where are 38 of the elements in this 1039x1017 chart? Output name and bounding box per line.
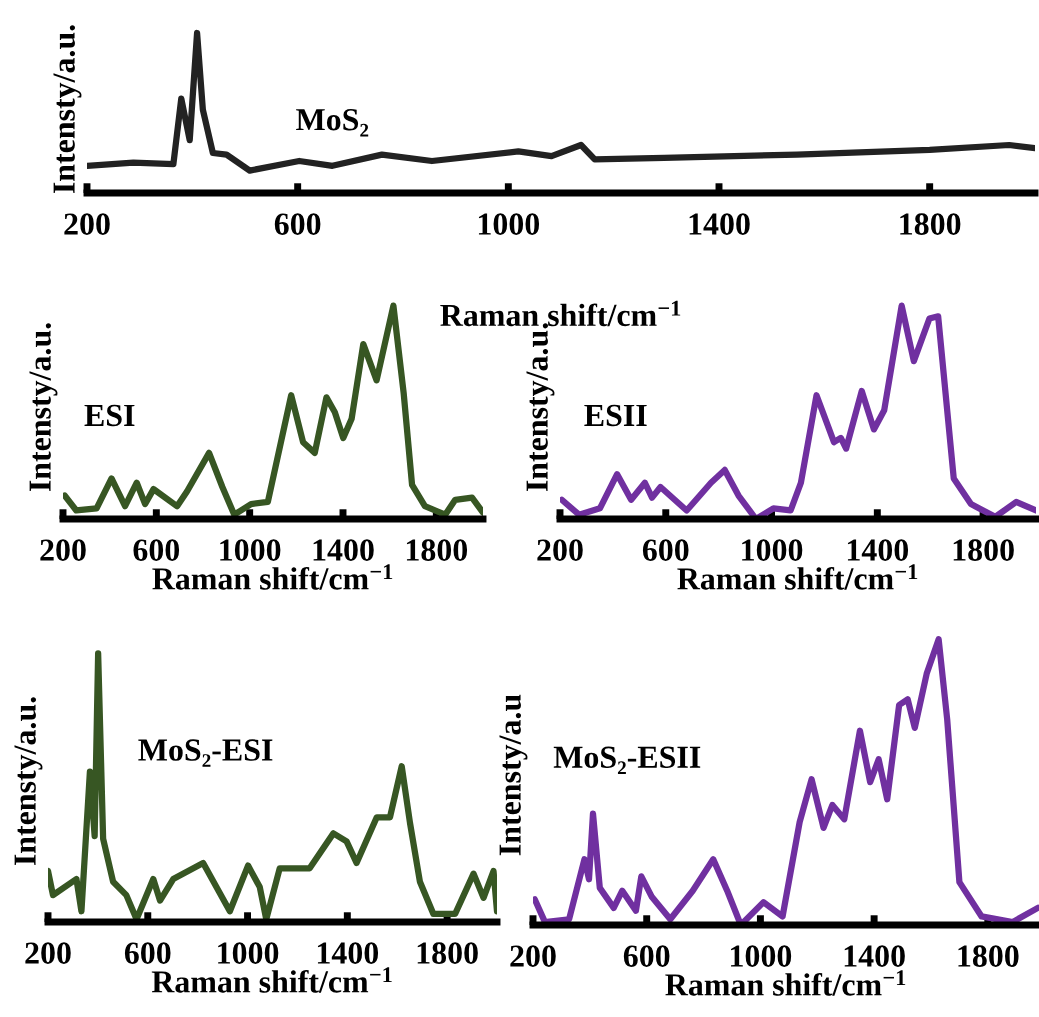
y-axis-title: Intensty/a.u (499, 694, 528, 856)
x-tick-label: 1800 (958, 945, 1019, 967)
x-tick-label: 1800 (900, 213, 961, 235)
annotation: MoS₂ (296, 108, 369, 137)
annotation: MoS₂-ESII (553, 746, 701, 775)
x-tick-label: 200 (40, 539, 86, 561)
x-tick-label: 600 (274, 213, 321, 235)
x-tick-label: 200 (25, 942, 71, 964)
y-axis-title: Intensty/a.u. (14, 697, 43, 866)
x-tick-label: 1400 (847, 539, 909, 561)
annotation: ESII (584, 404, 647, 427)
x-tick-label: 1000 (220, 539, 281, 561)
x-axis-title: Raman shift/cm$^{−1}$ (151, 967, 392, 993)
x-axis-title: Raman shift/cm$^{−1}$ (152, 564, 393, 590)
x-tick-label: 200 (64, 213, 110, 235)
x-tick-label: 1000 (478, 213, 540, 235)
x-axis-title: Raman shift/cm$^{−1}$ (665, 970, 906, 996)
x-tick-label: 200 (537, 539, 583, 561)
x-tick-label: 600 (623, 945, 670, 967)
x-axis-title: Raman shift/cm$^{−1}$ (677, 564, 918, 590)
x-tick-label: 600 (124, 942, 171, 964)
x-tick-label: 1000 (742, 539, 803, 561)
x-tick-label: 1000 (218, 942, 279, 964)
x-tick-label: 1400 (689, 213, 750, 235)
x-tick-label: 600 (642, 539, 689, 561)
x-tick-label: 1800 (953, 539, 1014, 561)
x-tick-label: 1400 (844, 945, 905, 967)
x-tick-label: 1800 (417, 942, 478, 964)
x-tick-label: 600 (133, 539, 180, 561)
annotation: ESI (84, 404, 135, 427)
x-tick-label: 1800 (406, 539, 468, 561)
x-tick-label: 1000 (731, 945, 792, 967)
y-axis-title: Intensty/a.u. (29, 323, 58, 492)
x-tick-label: 200 (510, 945, 556, 967)
x-tick-label: 1400 (313, 539, 374, 561)
annotation: MoS₂-ESI (138, 739, 273, 767)
x-tick-label: 1400 (317, 942, 379, 964)
y-axis-title: Intensty/a.u. (53, 25, 82, 194)
